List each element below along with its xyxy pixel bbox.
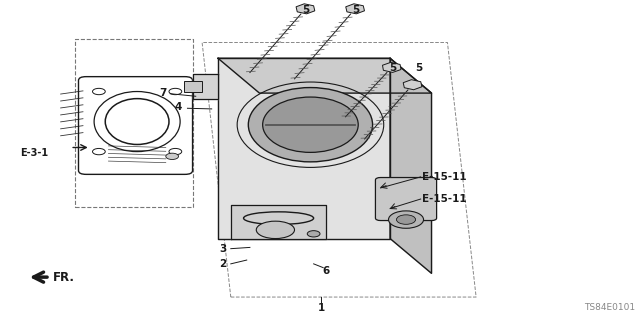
Text: 5: 5 <box>352 5 359 15</box>
Text: 2: 2 <box>220 259 227 270</box>
Polygon shape <box>193 74 218 100</box>
Ellipse shape <box>256 221 294 239</box>
Text: E-15-11: E-15-11 <box>422 194 467 204</box>
Text: 5: 5 <box>415 63 422 73</box>
Text: 3: 3 <box>220 244 227 254</box>
Polygon shape <box>218 58 390 239</box>
Text: 4: 4 <box>175 102 182 112</box>
Text: FR.: FR. <box>33 271 75 284</box>
Polygon shape <box>390 58 431 273</box>
Circle shape <box>307 231 320 237</box>
Polygon shape <box>218 58 431 93</box>
FancyBboxPatch shape <box>376 178 436 220</box>
Text: 5: 5 <box>389 63 396 73</box>
Text: TS84E0101: TS84E0101 <box>584 303 636 312</box>
Text: E-15-11: E-15-11 <box>422 172 467 182</box>
Text: 1: 1 <box>317 303 325 313</box>
Ellipse shape <box>248 87 372 162</box>
Circle shape <box>166 153 179 160</box>
Text: 5: 5 <box>302 5 310 15</box>
Text: 6: 6 <box>323 266 330 276</box>
Ellipse shape <box>396 215 415 224</box>
Ellipse shape <box>388 211 424 228</box>
Text: E-3-1: E-3-1 <box>20 148 49 158</box>
Polygon shape <box>231 205 326 239</box>
Text: 7: 7 <box>159 88 166 98</box>
FancyBboxPatch shape <box>184 81 202 92</box>
Ellipse shape <box>262 97 358 152</box>
